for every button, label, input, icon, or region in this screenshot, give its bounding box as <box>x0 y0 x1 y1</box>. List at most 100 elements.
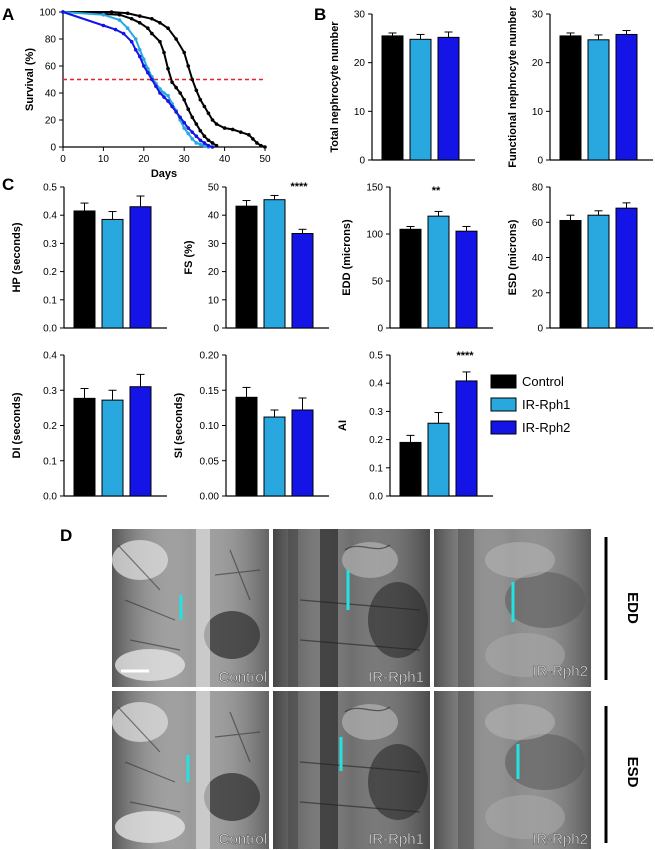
survival-point-control_a <box>206 111 211 116</box>
bar-ir-rph2 <box>455 380 478 497</box>
y-tick-label: 30 <box>208 239 220 250</box>
survival-point-ir2 <box>146 70 150 75</box>
survival-point-ir2 <box>174 110 178 114</box>
y-axis-title: Functional nephrocyte number <box>507 6 519 168</box>
survival-point-control_b <box>166 66 170 71</box>
survival-point-control_b <box>202 134 207 138</box>
survival-point-ir2 <box>182 120 186 125</box>
y-tick-label: 0 <box>359 156 365 167</box>
bar-ir-rph1 <box>263 416 286 497</box>
survival-point-control_b <box>186 107 191 111</box>
legend-label-ir-rph2: IR-Rph2 <box>522 420 570 435</box>
bar-ir-rph2 <box>129 206 152 329</box>
legend-label-control: Control <box>522 374 564 389</box>
bar-ir-rph1 <box>263 199 286 329</box>
si-chart: 0.00 0.05 0.10 0.15 0.20 SI (seconds) <box>173 351 329 503</box>
y-tick-label: 10 <box>208 295 220 306</box>
survival-point-control_b <box>206 138 211 143</box>
bar-ir-rph2 <box>291 409 314 497</box>
bar-control <box>559 35 582 161</box>
survival-point-control_b <box>162 50 166 55</box>
survival-point-ir1 <box>186 131 191 136</box>
survival-point-control_a <box>247 133 251 137</box>
survival-point-control_b <box>117 12 122 17</box>
y-tick-label: 100 <box>39 8 56 19</box>
caption-ir-rph1-edd: IR-Rph1 <box>368 669 424 686</box>
y-axis-title: EDD (microns) <box>341 219 353 296</box>
survival-point-control_b <box>150 31 154 36</box>
survival-point-control_a <box>198 97 203 102</box>
y-tick-label: 0.15 <box>200 386 220 397</box>
survival-point-ir1 <box>125 26 130 31</box>
survival-point-control_a <box>158 21 162 25</box>
survival-point-control_a <box>259 143 263 148</box>
bar-control <box>399 441 422 497</box>
survival-point-control_b <box>182 97 186 102</box>
survival-point-ir2 <box>178 115 182 120</box>
survival-point-ir2 <box>158 91 162 95</box>
y-tick-label: 0.2 <box>369 435 383 446</box>
survival-point-control_b <box>137 21 142 25</box>
survival-point-ir1 <box>142 57 146 62</box>
y-tick-label: 60 <box>45 62 57 73</box>
y-tick-label: 20 <box>208 267 220 278</box>
bar-ir-rph1 <box>101 399 124 497</box>
survival-point-ir2 <box>190 130 195 134</box>
survival-point-control_b <box>178 91 182 95</box>
survival-point-ir2 <box>186 126 191 130</box>
y-tick-label: 10 <box>532 107 544 118</box>
survival-point-control_a <box>182 50 186 55</box>
x-tick-label: 10 <box>98 154 110 165</box>
y-axis-title: DI (seconds) <box>11 392 23 458</box>
survival-point-control_b <box>146 26 150 31</box>
survival-point-control_b <box>158 39 162 44</box>
survival-point-ir2 <box>137 54 142 59</box>
bar-ir-rph2 <box>615 207 638 329</box>
bar-ir-rph2 <box>129 386 152 497</box>
y-axis-title: SI (seconds) <box>173 392 185 458</box>
y-tick-label: 30 <box>532 10 544 21</box>
survival-point-ir2 <box>170 104 174 109</box>
edd-chart: 0 50 100 150 EDD (microns) <box>341 183 493 335</box>
survival-point-ir1 <box>117 18 122 22</box>
survival-point-ir2 <box>194 134 199 138</box>
image-ir-rph1-esd <box>273 691 430 849</box>
bar-control <box>235 205 258 329</box>
y-tick-label: 0.2 <box>43 267 57 278</box>
survival-point-ir1 <box>133 37 138 41</box>
y-tick-label: 20 <box>532 58 544 69</box>
y-tick-label: 0.10 <box>200 421 220 432</box>
y-tick-label: 0.2 <box>43 421 57 432</box>
y-tick-label: 0.5 <box>369 351 383 362</box>
y-tick-label: 80 <box>532 183 544 194</box>
survival-point-ir2 <box>129 39 134 44</box>
survival-point-ir2 <box>154 84 158 89</box>
edd-significance: ** <box>432 185 441 197</box>
y-tick-label: 0 <box>377 324 383 335</box>
bar-control <box>381 35 404 161</box>
survival-point-ir2 <box>162 95 166 99</box>
y-tick-label: 0.0 <box>43 492 57 503</box>
bar-control <box>559 219 582 329</box>
y-tick-label: 0.1 <box>43 295 57 306</box>
survival-point-ir2 <box>166 99 170 103</box>
survival-point-ir2 <box>150 77 154 82</box>
panel-label-c: C <box>2 175 14 194</box>
survival-point-control_a <box>202 104 207 109</box>
survival-point-control_a <box>263 145 267 149</box>
image-control-esd <box>112 691 269 849</box>
survival-point-ir1 <box>137 48 142 52</box>
y-tick-label: 50 <box>208 183 220 194</box>
esd-chart: 0 20 40 60 80 ESD (microns) <box>507 183 653 335</box>
survival-point-ir1 <box>166 93 170 98</box>
y-axis-title: Total nephrocyte number <box>329 21 341 153</box>
panel-label-d: D <box>60 526 72 545</box>
y-tick-label: 50 <box>372 277 384 288</box>
survival-point-control_b <box>170 80 174 84</box>
x-tick-label: 0 <box>60 154 66 165</box>
y-tick-label: 150 <box>366 183 383 194</box>
survival-point-control_a <box>186 64 191 68</box>
y-tick-label: 0.3 <box>369 407 383 418</box>
x-axis-title: Days <box>151 168 177 180</box>
survival-point-control_a <box>251 137 255 141</box>
